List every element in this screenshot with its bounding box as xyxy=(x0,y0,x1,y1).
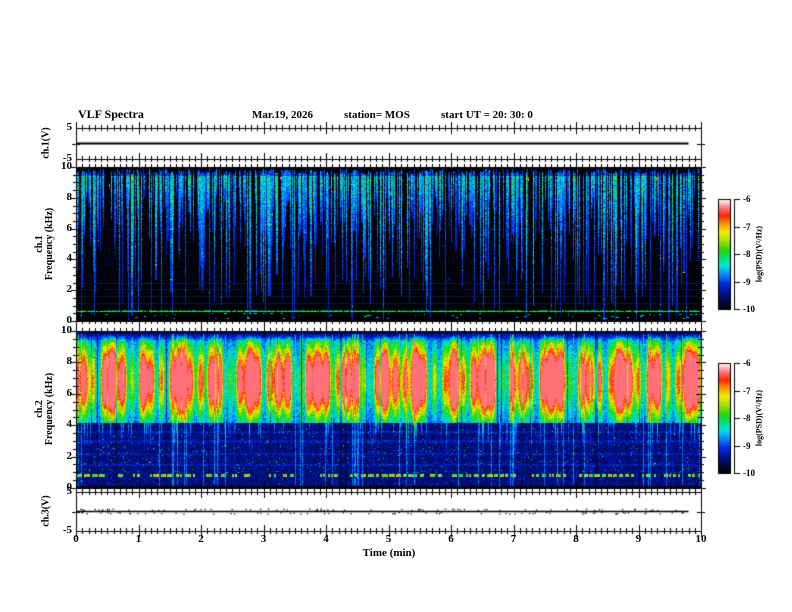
freq-tick-label: 2 xyxy=(66,449,73,462)
ch3-voltage-axis-label: ch.3(V) xyxy=(40,495,52,527)
freq-tick-label: 0 xyxy=(66,481,73,493)
colorbar2-axis-label: log(PSD)(V²/Hz) xyxy=(754,389,764,447)
date-label: Mar.19, 2026 xyxy=(252,109,314,121)
freq-tick-label: 4 xyxy=(66,418,73,431)
freq-tick-label: 10 xyxy=(61,160,72,172)
axis-label-line: Frequency (kHz) xyxy=(44,207,55,281)
freq-tick-label: 4 xyxy=(66,252,73,265)
colorbar-tick-label: -7 xyxy=(743,385,751,396)
x-tick-label: 4 xyxy=(323,533,329,545)
x-tick-label: 0 xyxy=(73,533,79,545)
freq-tick-label: 8 xyxy=(66,355,73,368)
x-tick-label: 8 xyxy=(573,533,579,545)
colorbar-tick-label: -9 xyxy=(743,440,751,451)
colorbar-tick-label: -8 xyxy=(743,413,751,423)
figure-title: VLF Spectra xyxy=(78,107,144,121)
colorbar1-axis-label: log(PSD)(V²/Hz) xyxy=(754,225,764,283)
freq-tick-label: 0 xyxy=(66,314,73,326)
freq-tick-label: 10 xyxy=(61,324,72,336)
voltage-tick-label: -5 xyxy=(62,152,72,164)
x-tick-label: 1 xyxy=(135,533,142,545)
freq-tick-label: 8 xyxy=(66,190,73,203)
colorbar-tick-label: -10 xyxy=(743,304,755,314)
colorbar-tick-label: -6 xyxy=(743,358,751,368)
colorbar-tick-label: -10 xyxy=(743,468,755,478)
freq-tick-label: 2 xyxy=(66,283,73,296)
x-tick-label: 3 xyxy=(260,533,267,545)
axis-label-line: Frequency (kHz) xyxy=(44,372,55,446)
colorbar-tick-label: -7 xyxy=(743,221,751,232)
freq-tick-label: 6 xyxy=(66,386,73,399)
ch1-spectrogram-axis-label: ch.1 Frequency (kHz) xyxy=(34,207,55,281)
voltage-tick-label: -5 xyxy=(62,524,72,536)
colorbar-tick-label: -6 xyxy=(743,194,751,204)
voltage-tick-label: 5 xyxy=(66,121,73,133)
time-axis-label: Time (min) xyxy=(362,547,416,559)
start-ut-label: start UT = 20: 30: 0 xyxy=(441,109,533,121)
x-tick-label: 5 xyxy=(385,533,392,545)
station-label: station= MOS xyxy=(344,109,410,121)
x-tick-label: 6 xyxy=(448,533,454,545)
x-tick-label: 2 xyxy=(198,533,204,545)
ch2-spectrogram-axis-label: ch.2 Frequency (kHz) xyxy=(34,372,55,446)
x-tick-label: 9 xyxy=(635,533,642,545)
colorbar-tick-label: -9 xyxy=(743,276,751,287)
colorbar-tick-label: -8 xyxy=(743,249,751,259)
x-tick-label: 10 xyxy=(695,533,707,545)
x-tick-label: 7 xyxy=(510,533,517,545)
freq-tick-label: 6 xyxy=(66,221,73,234)
voltage-tick-label: 5 xyxy=(66,485,73,497)
